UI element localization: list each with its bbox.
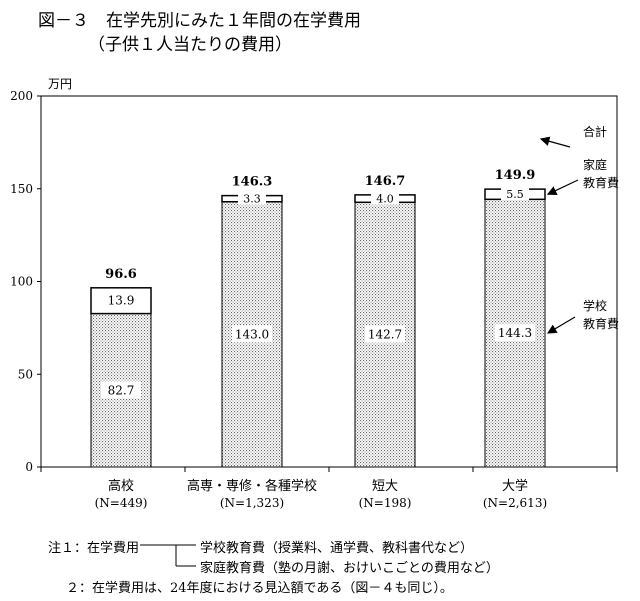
x-category-count: (N=449): [95, 496, 148, 510]
x-category-count: (N=1,323): [220, 496, 284, 510]
bar-home-value: 5.5: [506, 188, 524, 201]
x-category-label: 大学: [502, 478, 528, 494]
bar-school-value: 82.7: [108, 383, 135, 397]
x-category-count: (N=198): [359, 496, 412, 510]
note-1-school: 学校教育費（授業料、通学費、教科書代など）: [200, 541, 474, 556]
label-bg: [101, 381, 141, 399]
bar-home-value: 3.3: [243, 193, 261, 206]
bar-total-value: 146.3: [232, 175, 273, 190]
label-bg: [238, 191, 266, 205]
y-axis-unit: 万円: [48, 77, 72, 91]
bar-school-value: 144.3: [498, 326, 532, 340]
bar-home-segment: [90, 287, 152, 315]
y-tick-label: 150: [10, 182, 33, 196]
bar-total-value: 149.9: [495, 168, 536, 183]
chart-subtitle: （子供１人当たりの費用）: [88, 35, 292, 55]
label-bg: [365, 325, 405, 343]
label-bg: [232, 325, 272, 343]
y-tick-label: 200: [10, 89, 33, 103]
note-2: ２：在学費用は、24年度における見込額である（図－４も同じ）。: [66, 581, 453, 596]
label-bg: [371, 191, 399, 205]
legend-home-label: 家庭: [583, 157, 607, 172]
legend-school-label: 教育費: [583, 316, 619, 331]
bar-home-value: 4.0: [376, 193, 394, 206]
bar-school-value: 142.7: [368, 328, 402, 342]
legend-school-arrow: [546, 316, 576, 334]
x-category-label: 高校: [108, 478, 134, 494]
y-tick-label: 50: [18, 367, 33, 381]
chart-title: 図－３ 在学先別にみた１年間の在学費用: [38, 11, 361, 31]
bar-total-value: 146.7: [365, 174, 406, 189]
x-category-label: 高専・専修・各種学校: [187, 478, 317, 494]
y-tick-label: 0: [25, 460, 33, 474]
x-category-count: (N=2,613): [483, 496, 547, 510]
label-bg: [501, 187, 529, 201]
bar-home-value: 13.9: [108, 294, 135, 308]
legend-school-label: 学校: [583, 298, 607, 313]
note-1-prefix: 注１：在学費用: [48, 541, 140, 556]
legend-total-arrow: [539, 136, 571, 148]
label-bg: [495, 324, 535, 342]
bar-total-value: 96.6: [105, 267, 137, 282]
x-category-label: 短大: [372, 479, 398, 494]
legend-total-label: 合計: [583, 124, 607, 139]
bar-school-value: 143.0: [235, 327, 269, 341]
note-1-home: 家庭教育費（塾の月謝、おけいこごとの費用など）: [200, 561, 499, 576]
legend-home-arrow: [546, 179, 579, 195]
y-tick-label: 100: [10, 275, 33, 289]
legend-home-label: 教育費: [583, 175, 619, 190]
